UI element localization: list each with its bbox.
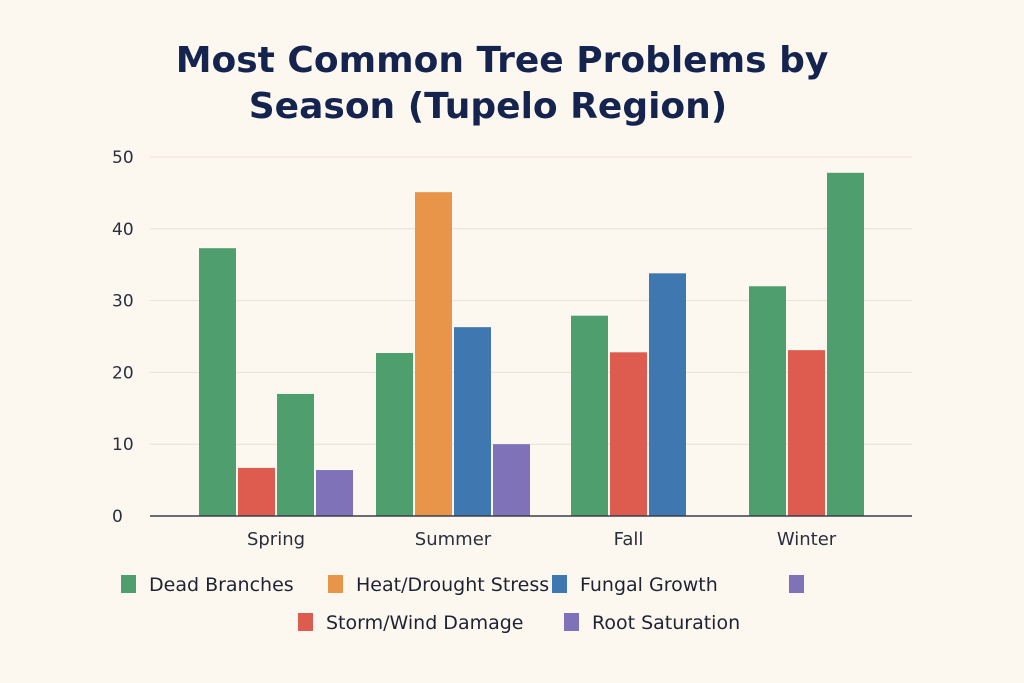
bar-fall-fungal-growth bbox=[649, 273, 686, 516]
legend-swatch bbox=[552, 575, 567, 593]
y-tick-label: 20 bbox=[112, 363, 134, 383]
x-tick-label: Fall bbox=[614, 529, 644, 550]
x-tick-label: Winter bbox=[777, 529, 837, 550]
legend-label: Dead Branches bbox=[149, 574, 294, 596]
legend-swatch bbox=[564, 613, 579, 631]
bar-fall-dead-branches bbox=[571, 315, 608, 516]
y-tick-label: 10 bbox=[112, 435, 134, 455]
legend-swatch bbox=[121, 575, 136, 593]
legend-swatch bbox=[328, 575, 343, 593]
bar-summer-dead-branches bbox=[376, 353, 413, 516]
chart-title-line-1: Most Common Tree Problems by bbox=[176, 40, 829, 81]
bar-fall-storm-wind-damage bbox=[610, 352, 647, 516]
legend-label: Heat/Drought Stress bbox=[356, 574, 549, 596]
bar-spring-storm-wind-damage bbox=[238, 467, 275, 516]
chart-title-line-2: Season (Tupelo Region) bbox=[249, 86, 728, 127]
bar-spring-dead-branches bbox=[277, 393, 314, 516]
bar-summer-root-saturation bbox=[493, 444, 530, 516]
y-tick-label: 40 bbox=[112, 220, 134, 240]
bar-winter-storm-wind-damage bbox=[788, 350, 825, 516]
y-tick-label: 50 bbox=[112, 148, 134, 168]
bar-spring-dead-branches bbox=[199, 248, 236, 516]
bar-spring-root-saturation bbox=[316, 470, 353, 516]
bar-winter-dead-branches bbox=[827, 172, 864, 516]
legend-label: Storm/Wind Damage bbox=[326, 612, 524, 634]
x-tick-label: Summer bbox=[415, 529, 492, 550]
bar-summer-fungal-growth bbox=[454, 327, 491, 516]
legend-label: Fungal Growth bbox=[580, 574, 718, 596]
bar-winter-dead-branches bbox=[749, 286, 786, 516]
x-tick-label: Spring bbox=[247, 529, 305, 550]
y-tick-label: 30 bbox=[112, 292, 134, 312]
legend-swatch bbox=[298, 613, 313, 631]
legend-swatch bbox=[789, 575, 804, 593]
legend-label: Root Saturation bbox=[592, 612, 740, 634]
bar-summer-heat-drought-stress bbox=[415, 192, 452, 516]
y-tick-label: 0 bbox=[112, 507, 123, 527]
